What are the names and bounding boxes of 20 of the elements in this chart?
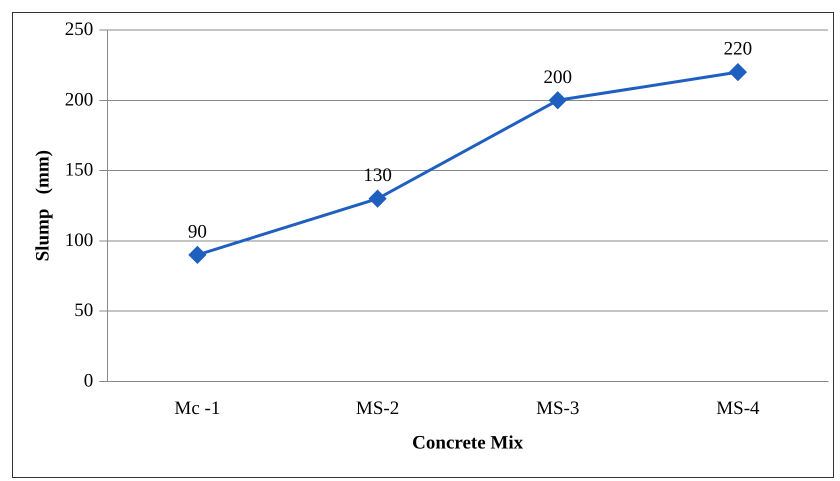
x-tick-label: MS-3 bbox=[536, 398, 580, 419]
point bbox=[188, 246, 206, 264]
x-tick-label: Mc -1 bbox=[174, 398, 220, 419]
y-tick-label: 200 bbox=[64, 89, 94, 110]
y-tick-label: 150 bbox=[64, 160, 94, 181]
y-tick-label: 50 bbox=[74, 300, 94, 322]
x-axis-title: Concrete Mix bbox=[412, 432, 524, 454]
y-tick-label: 250 bbox=[64, 18, 94, 40]
y-tick-label: 100 bbox=[64, 230, 94, 251]
x-tick-label: MS-4 bbox=[716, 398, 760, 419]
point bbox=[729, 64, 746, 81]
y-tick-label: 0 bbox=[84, 370, 94, 392]
data-label: 220 bbox=[724, 38, 752, 60]
point bbox=[369, 190, 386, 208]
y-axis-title: Slump (mm) bbox=[32, 150, 54, 262]
data-label: 90 bbox=[188, 221, 207, 242]
data-label: 200 bbox=[543, 66, 572, 88]
point bbox=[549, 92, 566, 109]
data-label: 130 bbox=[363, 165, 392, 186]
x-tick-label: MS-2 bbox=[356, 398, 400, 419]
